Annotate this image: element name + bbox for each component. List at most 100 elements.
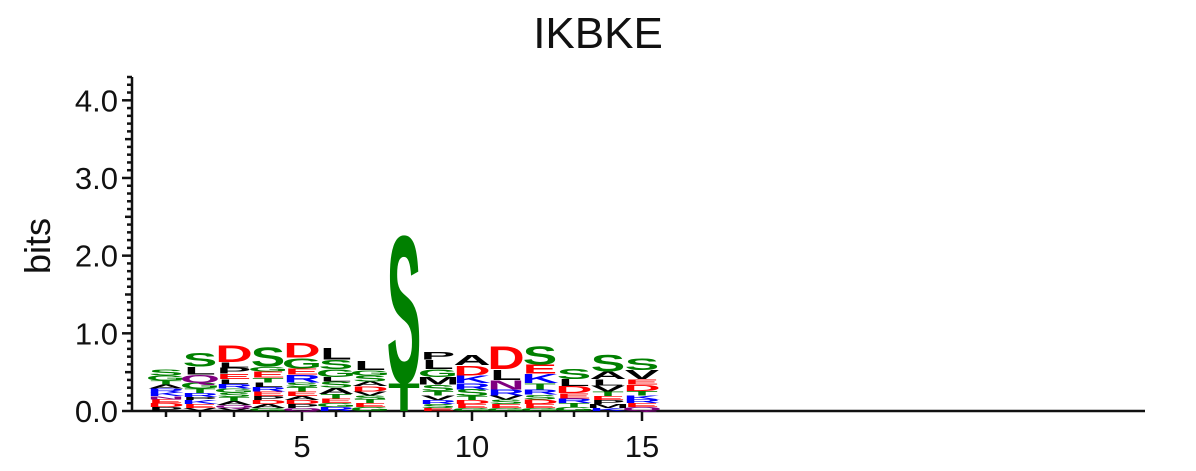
logo-letter-G: G — [350, 369, 390, 377]
logo-letter-P: P — [183, 396, 217, 401]
logo-letter-R: R — [419, 399, 456, 405]
logo-letter-G: G — [146, 374, 186, 382]
logo-letter-T: T — [354, 398, 386, 404]
logo-letter-L: L — [184, 365, 216, 377]
logo-letter-G: G — [248, 366, 288, 373]
logo-letter-P: P — [285, 403, 319, 409]
logo-letter-R: R — [487, 388, 524, 398]
logo-letter-S: S — [625, 355, 659, 373]
logo-letter-A: A — [317, 386, 354, 396]
logo-letter-T: T — [252, 376, 284, 383]
logo-letter-V: V — [625, 367, 659, 381]
x-tick-label: 5 — [293, 429, 310, 464]
axes: 0.0 1.0 2.0 3.0 4.0 5 10 15 — [75, 75, 1145, 464]
logo-letter-T: T — [388, 375, 420, 420]
logo-letter-R: R — [283, 372, 320, 384]
logo-letter-N: N — [147, 395, 184, 400]
logo-letter-E: E — [625, 378, 659, 386]
logo-letter-E: E — [319, 397, 353, 404]
logo-letter-K: K — [589, 407, 627, 412]
logo-letter-D: D — [623, 383, 660, 393]
letter-stacks: PDENKRATGSVEKPRTGQLSVQATSGRLEPLDGADPERLT… — [146, 193, 662, 428]
logo-letter-R: R — [453, 382, 490, 392]
logo-letter-S: S — [421, 383, 455, 393]
chart-title: IKBKE — [533, 9, 663, 58]
logo-letter-T: T — [456, 395, 488, 401]
logo-letter-S: S — [319, 357, 353, 371]
logo-letter-D: D — [521, 398, 558, 405]
logo-letter-T: T — [184, 387, 216, 394]
logo-letter-G: G — [316, 367, 356, 379]
logo-letter-A: A — [283, 395, 320, 401]
x-tick-label: 10 — [455, 429, 489, 464]
logo-letter-S: S — [523, 394, 557, 401]
logo-letter-S: S — [251, 341, 285, 373]
logo-letter-T: T — [422, 390, 454, 397]
logo-letter-V: V — [421, 394, 456, 401]
logo-letter-A: A — [453, 352, 490, 369]
logo-letter-G: G — [316, 402, 356, 408]
logo-letter-P: P — [149, 406, 183, 412]
logo-letter-S: S — [523, 341, 557, 370]
logo-letter-E: E — [285, 390, 319, 397]
y-tick-label: 2.0 — [75, 239, 118, 274]
logo-letter-G: G — [214, 388, 254, 394]
logo-letter-R: R — [147, 388, 184, 394]
y-tick-label: 1.0 — [75, 316, 118, 351]
x-tick-label: 15 — [625, 429, 659, 464]
logo-letter-D: D — [283, 338, 320, 362]
logo-letter-D: D — [283, 399, 320, 405]
logo-letter-Q: Q — [180, 372, 220, 384]
logo-letter-T: T — [320, 393, 352, 400]
logo-letter-S: S — [421, 403, 455, 409]
logo-letter-D: D — [453, 363, 490, 379]
logo-letter-T: T — [150, 380, 182, 386]
logo-letter-S: S — [557, 366, 591, 383]
logo-letter-R: R — [249, 386, 286, 393]
logo-letter-T: T — [558, 402, 590, 408]
logo-letter-G: G — [418, 367, 458, 379]
logo-letter-E: E — [591, 395, 625, 401]
logo-letter-T: T — [286, 386, 318, 393]
logo-letter-L: L — [218, 361, 250, 369]
logo-letter-T: T — [626, 390, 658, 397]
logo-letter-S: S — [217, 391, 251, 398]
logo-letter-R: R — [181, 392, 218, 398]
logo-letter-T: T — [218, 396, 250, 402]
logo-letter-S: S — [489, 398, 523, 405]
logo-letter-E: E — [285, 367, 319, 377]
logo-letter-S: S — [591, 350, 625, 377]
logo-letter-V: V — [183, 407, 218, 412]
logo-letter-L: L — [218, 378, 250, 385]
logo-letter-L: L — [422, 357, 454, 371]
logo-letter-K: K — [521, 371, 558, 385]
logo-letter-T: T — [524, 382, 556, 392]
logo-letter-E: E — [183, 403, 217, 409]
logo-letter-L: L — [592, 378, 624, 388]
logo-letter-M: M — [587, 403, 630, 409]
logo-letter-M: M — [417, 375, 460, 387]
logo-letter-S: S — [285, 381, 319, 388]
logo-letter-E: E — [625, 402, 659, 408]
logo-letter-E: E — [353, 402, 387, 408]
logo-letter-S: S — [353, 374, 387, 384]
logo-letter-D: D — [351, 385, 388, 393]
logo-letter-E: E — [251, 390, 285, 397]
logo-letter-S: S — [319, 380, 353, 390]
logo-letter-V: V — [489, 394, 524, 400]
logo-letter-Q: Q — [622, 406, 662, 412]
logo-letter-S: S — [183, 350, 217, 371]
logo-letter-R: R — [317, 406, 354, 412]
logo-letter-T: T — [592, 390, 624, 397]
y-tick-label: 3.0 — [75, 161, 118, 196]
logo-letter-D: D — [555, 384, 592, 395]
